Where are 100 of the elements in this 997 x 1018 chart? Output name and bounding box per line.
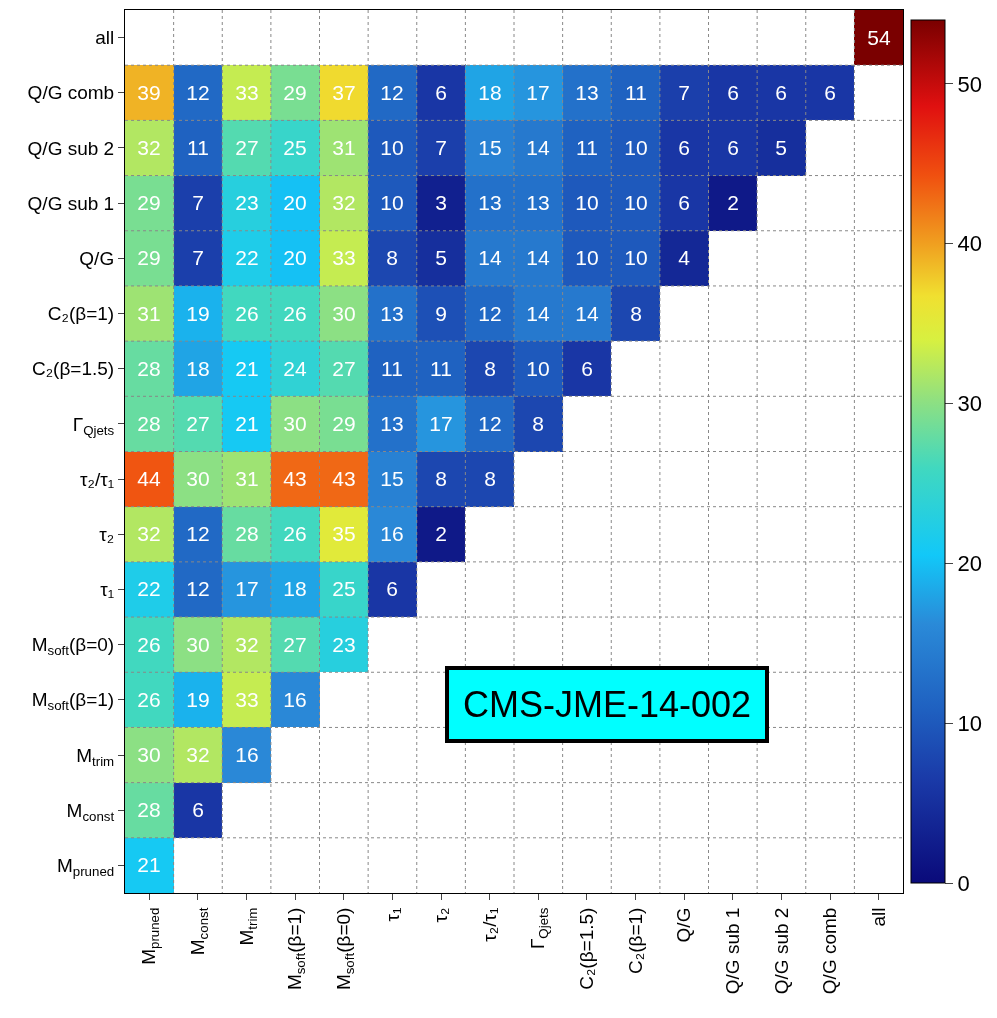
x-tick-label: Q/G sub 1 (721, 907, 743, 995)
data-label: 17 (429, 412, 453, 436)
y-tick-label: Q/G sub 1 (27, 192, 115, 214)
data-label: 29 (332, 412, 356, 436)
data-label: 13 (478, 191, 502, 215)
x-tick-label: Q/G sub 2 (770, 907, 792, 995)
data-label: 7 (435, 136, 447, 160)
data-label: 10 (526, 357, 550, 381)
y-tick-label: M$_{trim}$ (76, 744, 115, 769)
y-tick-label: M$_{soft}$(β=0) (31, 634, 115, 659)
data-label: 54 (867, 26, 891, 50)
data-label: 29 (137, 191, 161, 215)
data-label: 11 (381, 357, 403, 381)
data-label: 21 (235, 412, 259, 436)
x-tick-label: Q/G comb (819, 907, 841, 995)
data-label: 18 (186, 357, 210, 381)
data-label: 32 (186, 743, 210, 767)
y-tick-label: M$_{pruned}$ (56, 855, 115, 880)
data-label: 33 (235, 688, 259, 712)
data-label: 20 (283, 246, 307, 270)
data-label: 12 (186, 577, 210, 601)
data-label: 32 (332, 191, 356, 215)
data-label: 8 (435, 467, 447, 491)
data-label: 37 (332, 81, 356, 105)
color-bar-label: 10 (957, 710, 982, 736)
data-label: 16 (380, 522, 404, 546)
color-bar-label: 30 (957, 391, 982, 417)
y-tick-label: M$_{const}$ (66, 799, 115, 824)
data-label: 26 (283, 302, 307, 326)
data-label: 8 (386, 246, 398, 270)
data-label: 27 (186, 412, 210, 436)
data-label: 17 (526, 81, 550, 105)
data-label: 18 (283, 577, 307, 601)
x-tick-label: τ₂/τ₁ (478, 907, 500, 942)
y-tick-label: C₂(β=1.5) (32, 358, 115, 380)
data-label: 11 (625, 81, 647, 105)
data-label: 35 (332, 522, 356, 546)
data-label: 10 (575, 246, 599, 270)
data-label: 19 (186, 688, 210, 712)
y-tick-label: τ₂ (99, 523, 115, 545)
data-label: 39 (137, 81, 161, 105)
data-label: 9 (435, 302, 447, 326)
data-label: 32 (137, 136, 161, 160)
y-tick-label: C₂(β=1) (47, 303, 115, 325)
data-label: 12 (186, 81, 210, 105)
color-bar-label: 20 (957, 551, 982, 577)
data-label: 10 (624, 191, 648, 215)
y-tick-label: Q/G sub 2 (27, 137, 115, 159)
data-label: 6 (824, 81, 836, 105)
data-label: 10 (575, 191, 599, 215)
data-label: 10 (624, 246, 648, 270)
data-label: 5 (435, 246, 447, 270)
data-label: 25 (332, 577, 356, 601)
data-label: 11 (576, 136, 598, 160)
data-label: 22 (235, 246, 259, 270)
data-label: 33 (332, 246, 356, 270)
data-label: 14 (478, 246, 502, 270)
data-label: 15 (478, 136, 502, 160)
data-label: 12 (186, 522, 210, 546)
data-label: 16 (283, 688, 307, 712)
data-label: 27 (332, 357, 356, 381)
data-label: 17 (235, 577, 259, 601)
data-label: 28 (235, 522, 259, 546)
data-label: 32 (235, 633, 259, 657)
data-label: 5 (775, 136, 787, 160)
data-label: 13 (380, 412, 404, 436)
data-label: 3 (435, 191, 447, 215)
color-bar-label: 50 (957, 71, 982, 97)
data-label: 10 (624, 136, 648, 160)
data-label: 14 (575, 302, 599, 326)
data-label: 14 (526, 246, 550, 270)
data-label: 7 (678, 81, 690, 105)
data-label: 13 (380, 302, 404, 326)
data-label: 24 (283, 357, 307, 381)
data-label: 30 (186, 467, 210, 491)
data-label: 30 (332, 302, 356, 326)
data-label: 8 (532, 412, 544, 436)
data-label: 4 (678, 246, 691, 270)
data-label: 11 (187, 136, 209, 160)
x-tick-label: Q/G (673, 907, 695, 943)
data-label: 13 (526, 191, 550, 215)
data-label: 6 (192, 798, 204, 822)
data-label: 10 (380, 191, 404, 215)
data-label: 6 (581, 357, 593, 381)
data-label: 33 (235, 81, 259, 105)
x-tick-label: all (867, 907, 889, 927)
color-bar-label: 40 (957, 231, 982, 257)
data-label: 6 (386, 577, 398, 601)
data-label: 26 (283, 522, 307, 546)
x-tick-label: τ₂ (430, 907, 452, 923)
data-label: 20 (283, 191, 307, 215)
data-label: 44 (137, 467, 161, 491)
data-label: 8 (484, 467, 496, 491)
data-label: 8 (630, 302, 642, 326)
x-tick-label: C₂(β=1) (624, 907, 646, 974)
data-label: 7 (192, 246, 204, 270)
y-tick-label: M$_{soft}$(β=1) (31, 689, 115, 714)
data-label: 12 (478, 302, 502, 326)
data-label: 2 (435, 522, 447, 546)
data-label: 29 (137, 246, 161, 270)
